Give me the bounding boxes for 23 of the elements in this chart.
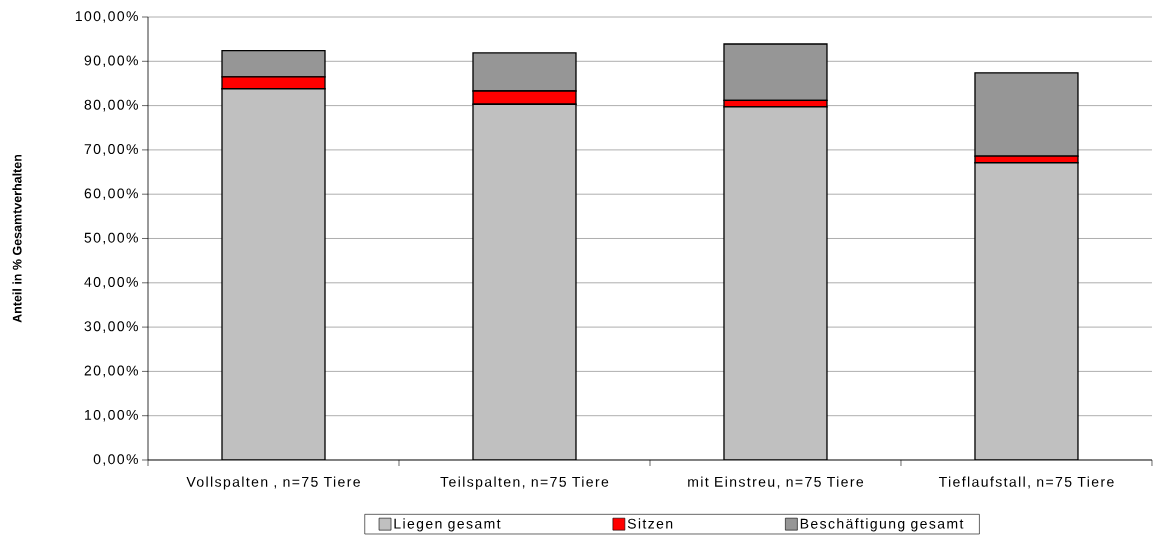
y-tick-label: 90,00% xyxy=(84,55,138,68)
legend-label: Liegen gesamt xyxy=(394,518,501,532)
y-tick-label: 30,00% xyxy=(84,321,138,333)
x-tick-label: Tieflaufstall, n=75 Tiere xyxy=(938,476,1114,489)
y-tick-label: 0,00% xyxy=(93,454,138,466)
y-tick-label: 100,00% xyxy=(75,11,138,23)
x-tick-label: mit Einstreu, n=75 Tiere xyxy=(688,476,864,489)
legend-label: Beschäftigung gesamt xyxy=(800,518,964,532)
y-tick-label: 40,00% xyxy=(84,277,138,289)
y-tick-label: 60,00% xyxy=(84,188,138,200)
y-tick-label: 20,00% xyxy=(84,365,138,378)
y-tick-label: 80,00% xyxy=(84,99,138,112)
bar xyxy=(472,103,577,460)
y-tick-label: 10,00% xyxy=(85,409,138,422)
bar xyxy=(221,88,326,460)
x-tick-label: Teilspalten, n=75 Tiere xyxy=(440,476,609,490)
legend-label: Sitzen xyxy=(627,518,673,529)
y-tick-label: 70,00% xyxy=(84,144,138,156)
bar xyxy=(723,106,828,460)
bar xyxy=(974,162,1079,460)
y-axis-title: Anteil in % Gesamtverhalten xyxy=(12,154,22,323)
x-tick-label: Vollspalten , n=75 Tiere xyxy=(186,476,360,490)
y-tick-label: 50,00% xyxy=(84,232,138,245)
